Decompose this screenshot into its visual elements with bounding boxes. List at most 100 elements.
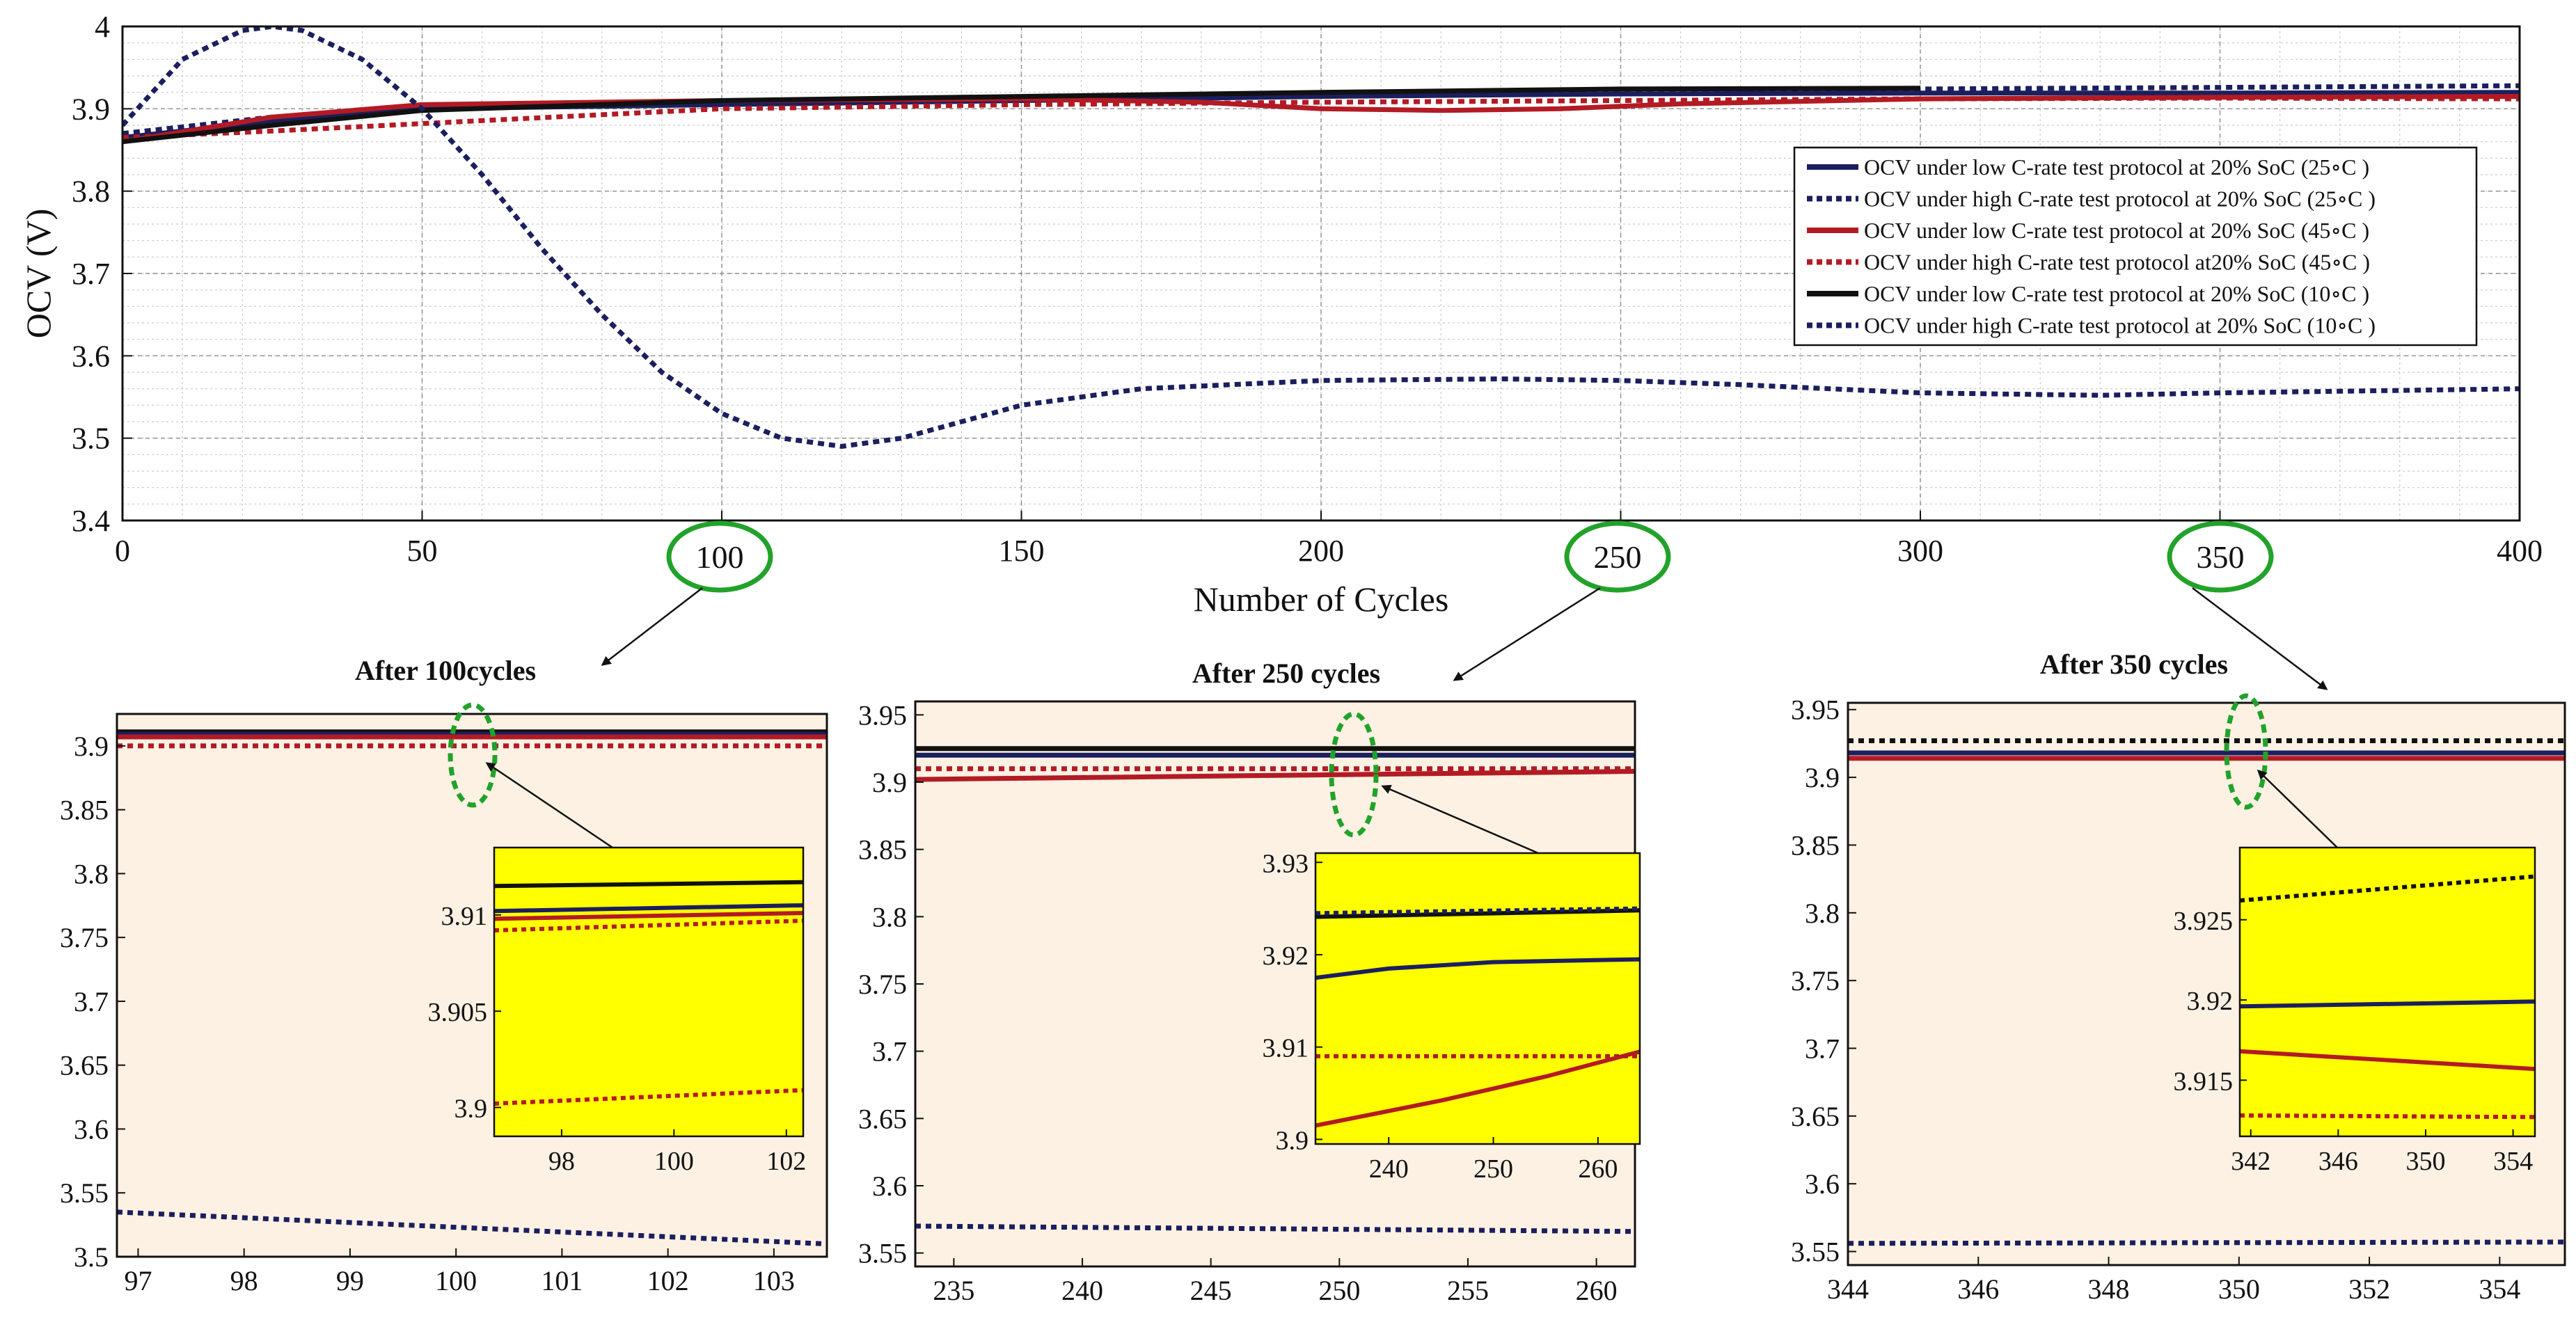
zoom-region-ellipse [2224,693,2268,810]
y-tick-label: 3.9 [74,731,109,762]
legend-label-3: OCV under high C-rate test protocol at20… [1864,250,2370,275]
main-series-3 [123,95,2520,141]
legend-box [1793,146,2478,347]
legend-label-1: OCV under high C-rate test protocol at 2… [1864,186,2376,212]
x-tick-label: 150 [999,534,1045,568]
x-tick-label: 50 [407,534,438,568]
inset2-series-0 [1315,908,1640,919]
y-axis-label: OCV (V) [19,209,58,339]
y-tick-label: 3.75 [858,969,907,1000]
inset-background [1315,853,1640,1144]
panel-title: After 250 cycles [1192,658,1380,689]
zoom-chart-250: 235 240 245 250 255 260 3.55 3.6 3.65 3.7 3.75 3.8 3… [858,658,1641,1306]
y-tick-label: 3.8 [872,901,907,932]
y-tick-label: 3.4 [72,504,110,538]
zoom-chart-350: 344 346 348 350 352 354 3.55 3.6 3.65 3.7 3.75 3.8 3… [1791,649,2566,1305]
x-tick-label: 348 [2088,1273,2130,1305]
inset3-series-1 [2240,999,2535,1009]
x-tick-label: 240 [1061,1275,1103,1306]
inset-frame [1314,852,1641,1145]
inset-y-tick-label: 3.91 [1263,1034,1309,1063]
inset3-series-3 [2240,1113,2535,1120]
cycle-marker-ellipse [666,521,773,593]
inset-y-tick-label: 3.92 [1263,941,1309,971]
connector-annotations: 100 250 350 [601,521,2328,690]
inset-x-tick-label: 98 [548,1147,575,1176]
legend-label-5: OCV under high C-rate test protocol at 2… [1864,313,2376,338]
x-tick-label: 245 [1190,1275,1232,1306]
x-tick-label: 103 [753,1265,795,1296]
cycle-marker-arrow [2192,587,2328,690]
x-tick-label: 100 [435,1265,477,1296]
y-tick-label: 3.95 [858,699,907,731]
cycle-marker-label: 350 [2197,539,2245,575]
y-tick-label: 3.5 [74,1241,109,1273]
x-tick-label: 99 [336,1265,364,1296]
cycle-marker-ellipse [1564,521,1671,593]
y-tick-label: 3.7 [1805,1033,1840,1064]
y-tick-label: 3.9 [1805,762,1840,793]
y-tick-label: 3.55 [858,1238,907,1269]
inset-y-tick-label: 3.91 [441,902,488,931]
y-tick-label: 3.7 [74,986,109,1017]
x-tick-label: 101 [541,1265,583,1296]
zoom-arrow [2257,769,2338,848]
inset-y-tick-label: 3.92 [2187,987,2234,1016]
zoom2-series-4 [915,1223,1635,1234]
x-axis-label: Number of Cycles [1194,580,1449,619]
zoom-arrow [1381,784,1539,855]
inset-background [2240,848,2535,1136]
zoom-chart-100: 97 98 99 100 101 102 103 3.5 3.55 3.6 3.65 3.7 3.75 3… [60,655,828,1296]
x-tick-label: 97 [124,1265,152,1296]
y-tick-label: 3.6 [1805,1168,1840,1200]
x-tick-label: 250 [1318,1275,1360,1306]
zoom-region-ellipse [448,702,498,808]
x-tick-label: 255 [1447,1275,1489,1306]
cycle-marker-arrow [601,587,703,666]
y-tick-label: 3.75 [60,922,109,953]
inset-background [494,848,803,1136]
legend-label-2: OCV under low C-rate test protocol at 20… [1864,218,2369,243]
inset1-series-0 [494,880,803,889]
y-tick-label: 3.95 [1791,694,1840,726]
panel-title: After 100cycles [355,655,536,686]
x-tick-label: 400 [2497,534,2543,568]
cycle-marker-arrow [1453,587,1601,681]
inset1-series-2 [494,911,803,921]
inset-x-tick-label: 260 [1578,1154,1618,1184]
y-tick-label: 3.6 [72,339,110,373]
y-tick-label: 3.8 [74,858,109,889]
y-tick-label: 3.55 [1791,1237,1840,1268]
inset-x-tick-label: 354 [2493,1147,2533,1176]
inset-x-tick-label: 102 [766,1147,806,1176]
y-tick-label: 3.6 [74,1113,109,1145]
y-tick-label: 3.85 [1791,829,1840,861]
panel-frame [116,713,828,1258]
y-tick-label: 3.7 [872,1036,907,1067]
cycle-marker-label: 250 [1594,539,1642,575]
x-tick-label: 260 [1576,1275,1618,1306]
inset-frame [493,846,805,1138]
y-tick-label: 3.65 [1791,1101,1840,1132]
y-tick-label: 3.75 [1791,965,1840,996]
y-tick-label: 3.65 [60,1050,109,1081]
y-tick-label: 3.55 [60,1177,109,1209]
x-tick-label: 350 [2218,1273,2260,1305]
y-tick-label: 4 [95,10,110,44]
inset-x-tick-label: 250 [1473,1154,1513,1184]
zoom-region-ellipse [1329,711,1379,838]
inset-x-tick-label: 342 [2231,1147,2270,1176]
panel-frame [1847,701,2566,1266]
x-tick-label: 98 [230,1265,258,1296]
inset-y-tick-label: 3.9 [455,1095,488,1124]
inset-y-tick-label: 3.915 [2174,1067,2234,1096]
legend-label-0: OCV under low C-rate test protocol at 20… [1864,154,2369,180]
y-tick-label: 3.8 [1805,898,1840,929]
inset1-series-4 [494,1088,803,1106]
inset-y-tick-label: 3.905 [428,998,488,1027]
panel-title: After 350 cycles [2040,649,2228,680]
y-tick-label: 3.85 [60,795,109,826]
y-tick-label: 3.9 [872,767,907,798]
inset3-series-0 [2240,874,2535,903]
